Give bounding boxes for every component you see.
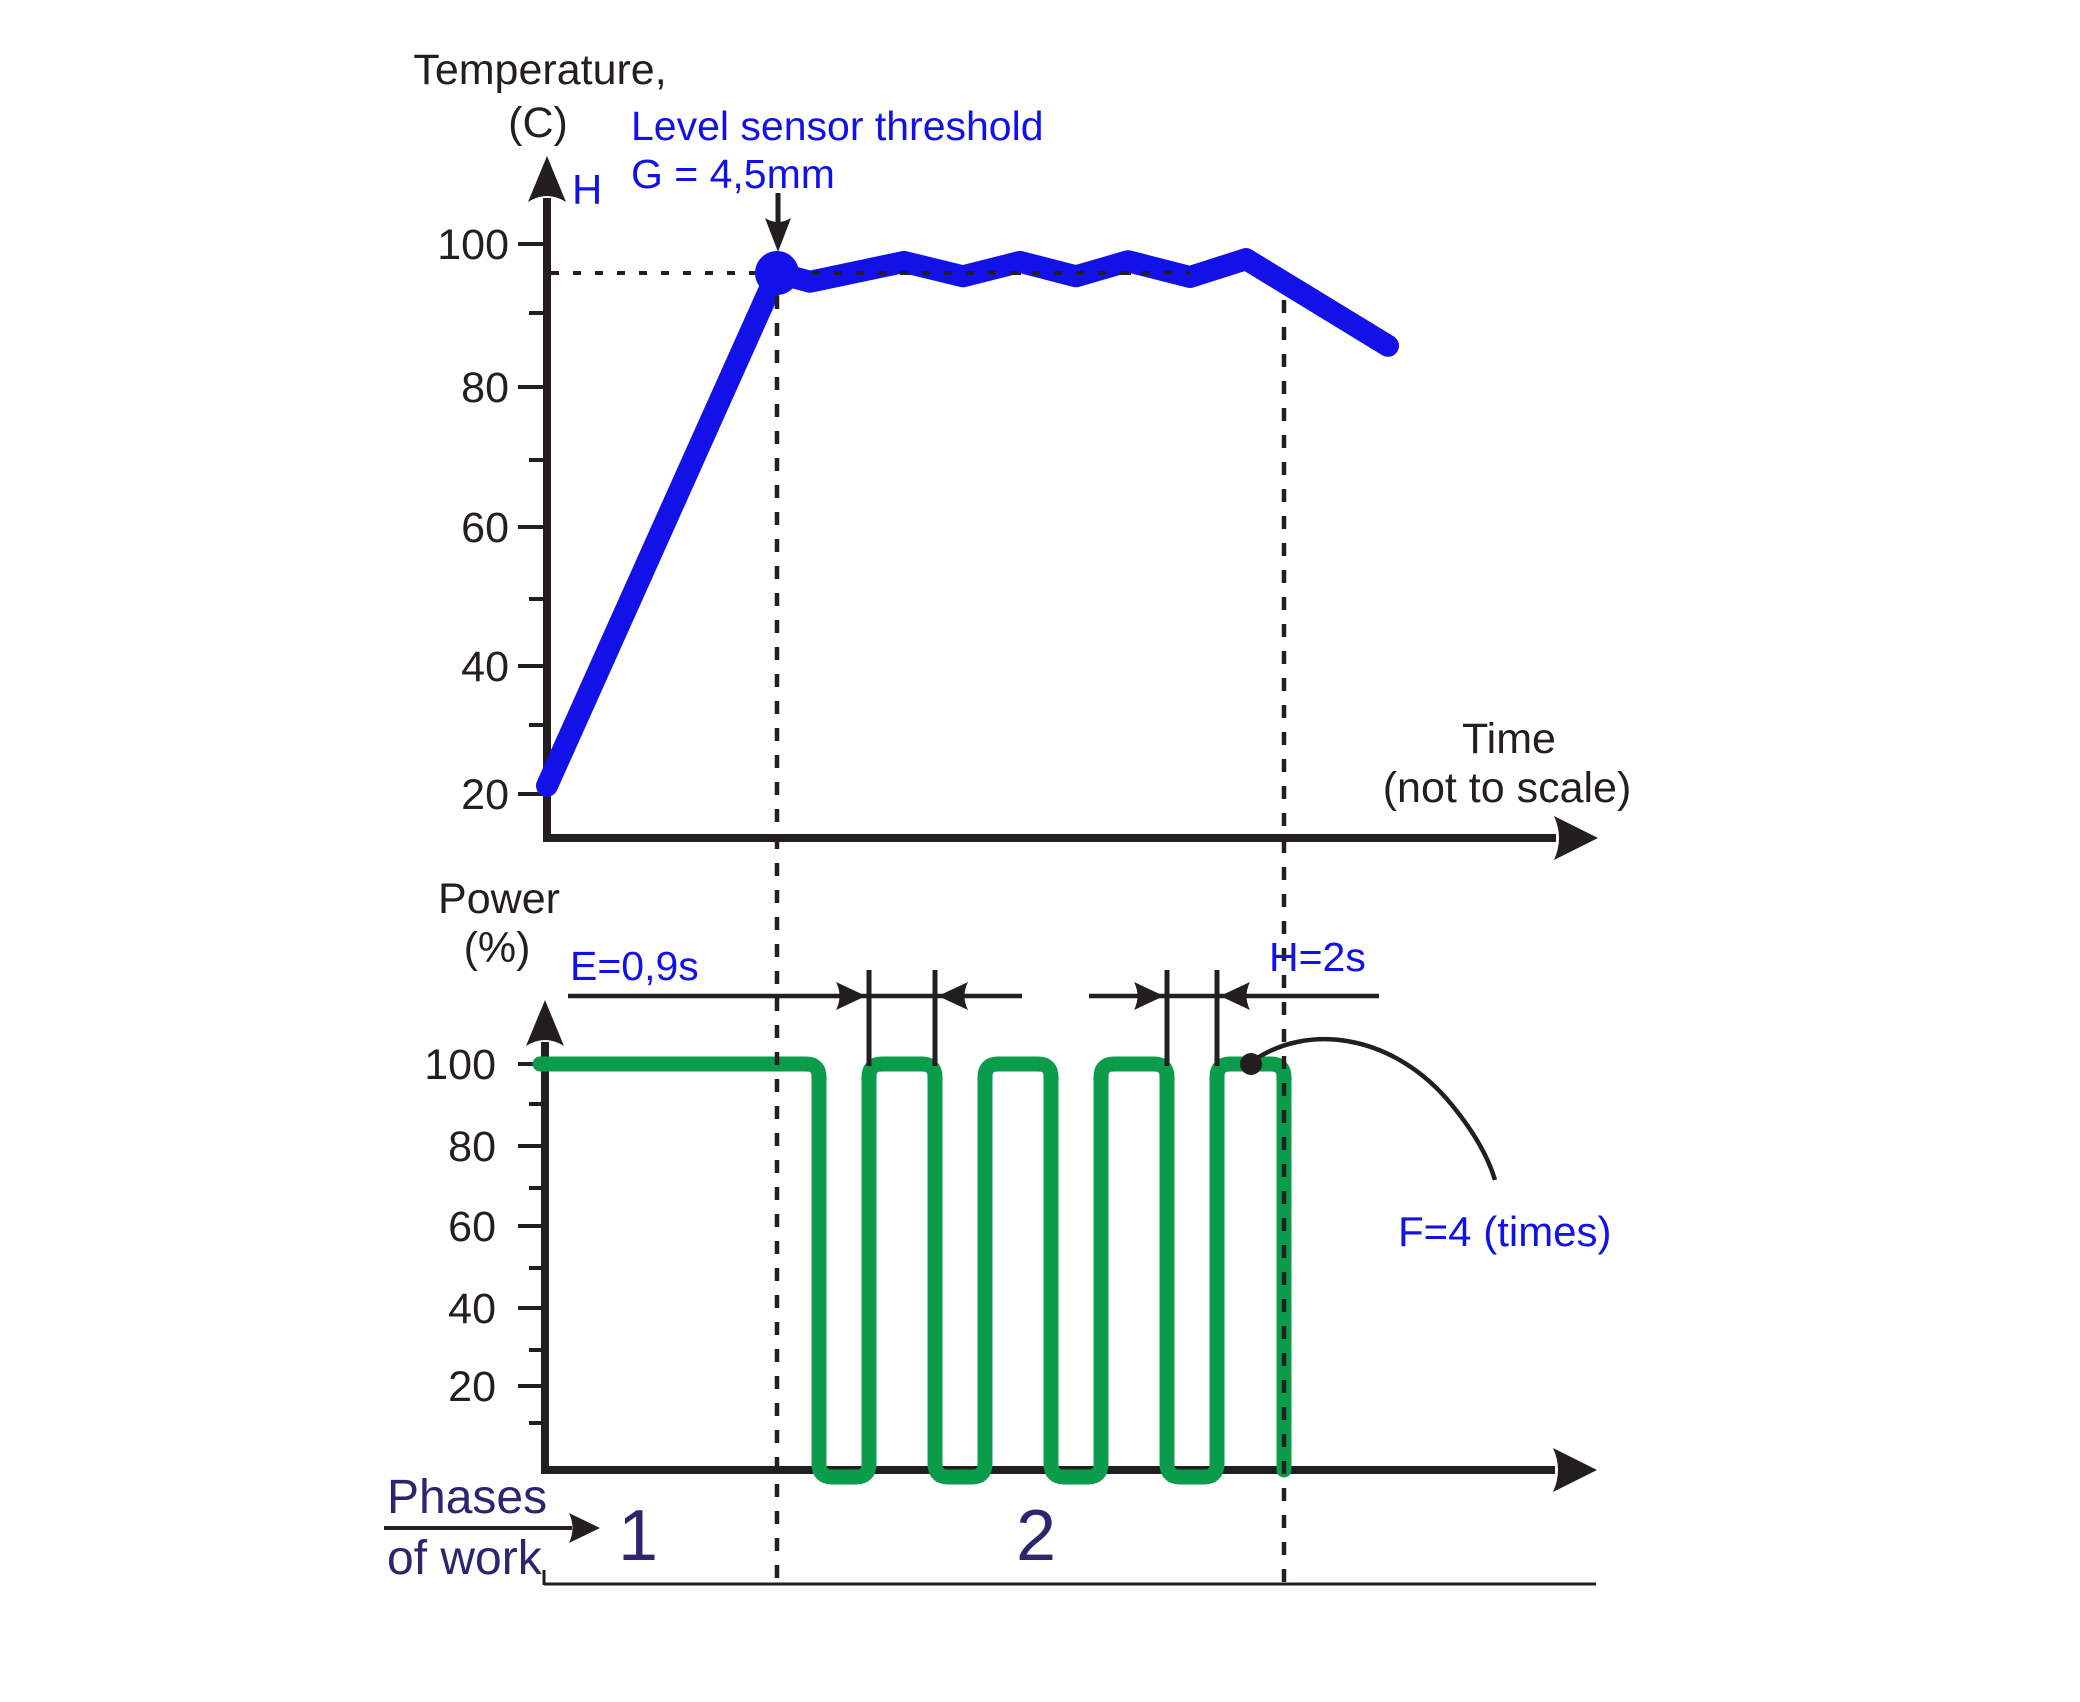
power-x-axis-arrowhead-icon [1553, 1448, 1597, 1492]
cycles-annotation-label: F=4 (times) [1398, 1208, 1612, 1255]
temperature-axis-symbol: H [572, 166, 602, 213]
pause-dimension-arrow-left-icon [938, 982, 968, 1010]
phase-boundaries [774, 296, 1287, 1586]
power-y-axis-arrowhead-icon [526, 1000, 564, 1046]
tick-label: 100 [424, 1041, 496, 1089]
power-axis-title: Power [438, 875, 560, 923]
tick-label: 60 [461, 504, 509, 552]
phases-label-line1: Phases [387, 1471, 547, 1524]
power-y-ticks [518, 1062, 545, 1425]
tick-label: 80 [461, 364, 509, 412]
threshold-annotation-line1: Level sensor threshold [631, 103, 1044, 149]
pulse-dimension-arrow-right-icon [1134, 982, 1164, 1010]
temperature-axis-title: Temperature, [413, 46, 666, 94]
pulse-dimension-arrow-left-icon [1220, 982, 1250, 1010]
phases-label-line2: of work [387, 1532, 543, 1585]
phase-2-number: 2 [1016, 1496, 1056, 1576]
tick-label: 60 [448, 1203, 496, 1251]
temperature-axis-units: (C) [508, 99, 568, 147]
temperature-chart: 100 80 60 40 20 Temperature, (C) H Level sen… [413, 46, 1631, 860]
pause-annotation-label: E=0,9s [570, 943, 699, 989]
temperature-y-ticks [518, 242, 545, 796]
dimension-annotations: E=0,9s H=2s F=4 (times) [568, 934, 1612, 1255]
phases-arrowhead-icon [569, 1513, 600, 1543]
temperature-y-axis-arrowhead-icon [528, 156, 566, 202]
threshold-dot [755, 251, 799, 295]
tick-label: 40 [448, 1285, 496, 1333]
temperature-y-tick-labels: 100 80 60 40 20 [437, 221, 509, 819]
threshold-annotation-line2: G = 4,5mm [631, 151, 835, 197]
tick-label: 80 [448, 1123, 496, 1171]
tick-label: 20 [448, 1363, 496, 1411]
phase-1-number: 1 [618, 1496, 658, 1576]
tick-label: 40 [461, 643, 509, 691]
cycles-leader-curve [1249, 1036, 1498, 1181]
tick-label: 100 [437, 221, 509, 269]
temperature-x-axis-arrowhead-icon [1554, 816, 1598, 860]
power-axis-units: (%) [464, 924, 531, 972]
pulse-annotation-label: H=2s [1269, 934, 1366, 980]
time-axis-note: (not to scale) [1383, 764, 1632, 812]
threshold-pointer-arrowhead-icon [765, 218, 791, 252]
tick-label: 20 [461, 771, 509, 819]
power-waveform [532, 1056, 1292, 1485]
phases-of-work: Phases of work 1 2 [384, 1471, 1596, 1586]
power-chart: 100 80 60 40 20 Power (%) [424, 875, 1597, 1492]
pause-dimension-arrow-right-icon [836, 982, 866, 1010]
temperature-curve [536, 248, 1399, 797]
time-axis-label: Time [1462, 715, 1556, 763]
power-y-tick-labels: 100 80 60 40 20 [424, 1041, 496, 1411]
